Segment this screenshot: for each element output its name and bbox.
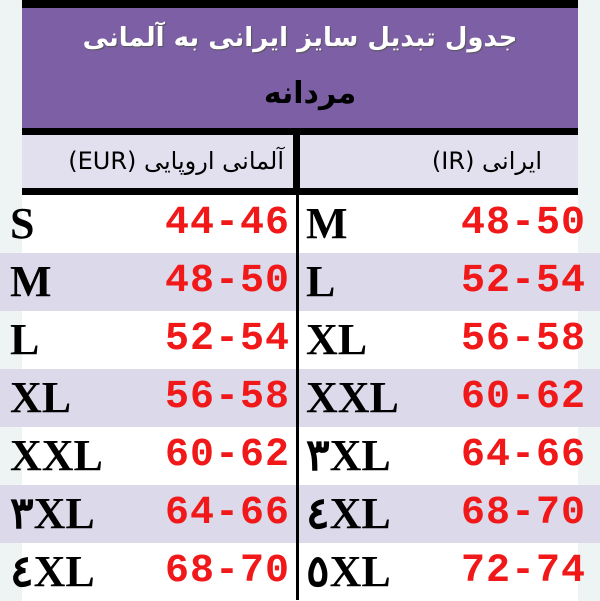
- ir-size: XL: [306, 315, 368, 364]
- table-row: ٣XL 64-66 ٤XL 68-70: [0, 485, 600, 543]
- table-row: XL 56-58 XXL 60-62: [0, 369, 600, 427]
- eur-range: 64-66: [164, 491, 290, 536]
- header-ir: ایرانی (IR): [431, 147, 542, 175]
- ir-range: 72-74: [460, 549, 586, 594]
- ir-size: ٥XL: [306, 547, 391, 596]
- divider: [22, 188, 578, 195]
- chart-title: جدول تبدیل سایز ایرانی به آلمانی: [82, 23, 518, 53]
- eur-size: M: [10, 257, 52, 306]
- eur-size: S: [10, 199, 35, 248]
- eur-size: L: [10, 315, 40, 364]
- ir-size: ٤XL: [306, 489, 391, 538]
- column-divider: [296, 195, 299, 600]
- eur-range: 44-46: [164, 201, 290, 246]
- ir-range: 52-54: [460, 259, 586, 304]
- table-row: XXL 60-62 ٣XL 64-66: [0, 427, 600, 485]
- eur-size: ٤XL: [10, 547, 95, 596]
- ir-size: L: [306, 257, 336, 306]
- table-row: M 48-50 L 52-54: [0, 253, 600, 311]
- top-border: [22, 0, 578, 8]
- table-header: ایرانی (IR) آلمانی اروپایی (EUR): [0, 135, 578, 188]
- title-banner: جدول تبدیل سایز ایرانی به آلمانی مردانه: [22, 8, 578, 128]
- eur-size: XL: [10, 373, 72, 422]
- ir-size: ٣XL: [306, 431, 391, 480]
- table-header-background: [22, 135, 578, 188]
- ir-range: 60-62: [460, 375, 586, 420]
- ir-range: 48-50: [460, 201, 586, 246]
- ir-size: M: [306, 199, 348, 248]
- column-divider: [293, 130, 300, 195]
- eur-size: XXL: [10, 431, 103, 480]
- eur-range: 60-62: [164, 433, 290, 478]
- chart-subtitle: مردانه: [263, 76, 357, 111]
- ir-size: XXL: [306, 373, 399, 422]
- eur-range: 48-50: [164, 259, 290, 304]
- ir-range: 68-70: [460, 491, 586, 536]
- table-row: ٤XL 68-70 ٥XL 72-74: [0, 543, 600, 601]
- header-eur: آلمانی اروپایی (EUR): [68, 147, 284, 175]
- ir-range: 56-58: [460, 317, 586, 362]
- eur-range: 52-54: [164, 317, 290, 362]
- table-row: S 44-46 M 48-50: [0, 195, 600, 253]
- eur-size: ٣XL: [10, 489, 95, 538]
- eur-range: 56-58: [164, 375, 290, 420]
- ir-range: 64-66: [460, 433, 586, 478]
- table-row: L 52-54 XL 56-58: [0, 311, 600, 369]
- eur-range: 68-70: [164, 549, 290, 594]
- divider: [22, 128, 578, 135]
